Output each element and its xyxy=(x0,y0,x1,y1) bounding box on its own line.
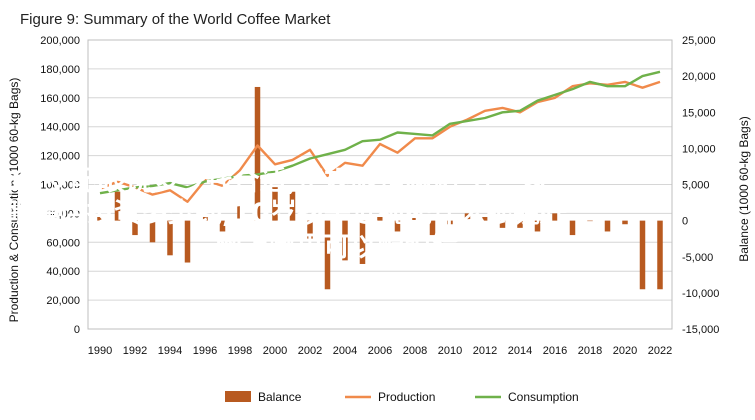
y-right-tick-label: -15,000 xyxy=(682,324,719,336)
y-axis-right-label: Balance (1000 60-kg Bags) xyxy=(737,116,751,261)
overlay-line-3: ,网上哪里可以配眼镜 xyxy=(205,232,458,263)
y-right-tick-label: 15,000 xyxy=(682,107,716,119)
y-left-tick-label: 140,000 xyxy=(40,122,80,134)
balance-bar xyxy=(482,217,488,221)
balance-bar xyxy=(237,206,243,221)
y-left-tick-label: 120,000 xyxy=(40,151,80,163)
x-tick-label: 1998 xyxy=(228,345,252,357)
legend-swatch-balance xyxy=(225,391,251,402)
y-left-tick-label: 200,000 xyxy=(40,35,80,47)
x-tick-label: 1990 xyxy=(88,345,112,357)
x-tick-label: 2002 xyxy=(298,345,322,357)
x-tick-label: 2012 xyxy=(473,345,497,357)
x-tick-label: 2022 xyxy=(648,345,672,357)
balance-bar xyxy=(254,86,261,221)
y-axis-left-label: Production & Consumption (1000 60-kg Bag… xyxy=(7,78,21,323)
balance-bar xyxy=(289,191,296,221)
y-right-tick-label: 10,000 xyxy=(682,143,716,155)
x-tick-label: 2008 xyxy=(403,345,427,357)
legend-label-balance: Balance xyxy=(258,390,302,404)
balance-bar xyxy=(569,220,576,236)
x-tick-label: 2016 xyxy=(543,345,567,357)
legend-label-consumption: Consumption xyxy=(508,390,579,404)
balance-bar xyxy=(324,220,331,290)
balance-bar xyxy=(132,220,138,236)
x-tick-label: 2014 xyxy=(508,345,532,357)
y-right-tick-label: -10,000 xyxy=(682,288,719,300)
balance-bar xyxy=(184,220,191,263)
balance-bar xyxy=(219,220,226,232)
y-left-tick-label: 160,000 xyxy=(40,93,80,105)
x-tick-label: 2000 xyxy=(263,345,287,357)
x-tick-label: 2004 xyxy=(333,345,357,357)
y-left-tick-label: 0 xyxy=(74,324,80,336)
y-right-tick-label: 25,000 xyxy=(682,35,716,47)
balance-bar xyxy=(622,220,628,225)
balance-bar xyxy=(464,213,471,221)
overlay-line-2: 眼镜店投资多少钱,10岁孩子近视配什么眼镜好 xyxy=(6,197,567,229)
x-tick-label: 2006 xyxy=(368,345,392,357)
balance-bar xyxy=(307,220,313,239)
x-tick-label: 1994 xyxy=(158,345,182,357)
x-tick-label: 1996 xyxy=(193,345,217,357)
balance-bar xyxy=(552,213,558,221)
overlay-caption: 12岁配眼镜多少钱合适,正规眼镜网站,开一家 眼镜店投资多少钱,10岁孩子近视配… xyxy=(6,165,567,263)
y-left-tick-label: 80,000 xyxy=(46,208,80,220)
legend: Balance Production Consumption xyxy=(225,390,579,404)
balance-bar xyxy=(604,220,611,232)
balance-bar xyxy=(202,217,208,221)
y-left-tick-label: 180,000 xyxy=(40,64,80,76)
y-right-tick-label: 0 xyxy=(682,216,688,228)
balance-bar xyxy=(359,220,366,264)
balance-bar xyxy=(97,217,103,221)
balance-bar xyxy=(587,220,593,222)
balance-bar xyxy=(517,220,523,228)
y-left-tick-label: 40,000 xyxy=(46,266,80,278)
x-tick-label: 2020 xyxy=(613,345,637,357)
balance-bars xyxy=(97,86,663,290)
balance-bar xyxy=(534,220,541,232)
balance-bar xyxy=(272,184,278,221)
balance-bar xyxy=(639,220,646,290)
balance-bar xyxy=(149,220,156,243)
chart-title: Figure 9: Summary of the World Coffee Ma… xyxy=(20,11,331,28)
balance-bar xyxy=(499,220,506,228)
balance-bar xyxy=(114,191,121,221)
plot-frame xyxy=(87,39,673,330)
y-right-tick-label: 20,000 xyxy=(682,71,716,83)
consumption-line xyxy=(99,70,661,195)
balance-bar xyxy=(412,217,418,221)
axes: 0 20,000 40,000 60,000 80,000 100,000 120,000 1… xyxy=(40,35,719,357)
y-left-tick-label: 20,000 xyxy=(46,295,80,307)
balance-bar xyxy=(342,220,348,261)
series-lines xyxy=(99,70,661,204)
overlay-line-1: 12岁配眼镜多少钱合适,正规眼镜网站,开一家 xyxy=(6,165,550,197)
balance-bar xyxy=(447,220,453,225)
balance-bar xyxy=(657,220,663,290)
balance-bar xyxy=(377,217,383,221)
y-left-tick-label: 100,000 xyxy=(40,180,80,192)
balance-bar xyxy=(167,220,173,256)
y-right-tick-label: 5,000 xyxy=(682,180,710,192)
y-left-tick-label: 60,000 xyxy=(46,237,80,249)
x-tick-label: 1992 xyxy=(123,345,147,357)
balance-bar xyxy=(429,220,436,236)
x-tick-label: 2010 xyxy=(438,345,462,357)
legend-label-production: Production xyxy=(378,390,435,404)
x-tick-label: 2018 xyxy=(578,345,602,357)
y-right-tick-label: -5,000 xyxy=(682,252,713,264)
balance-bar xyxy=(394,220,401,232)
